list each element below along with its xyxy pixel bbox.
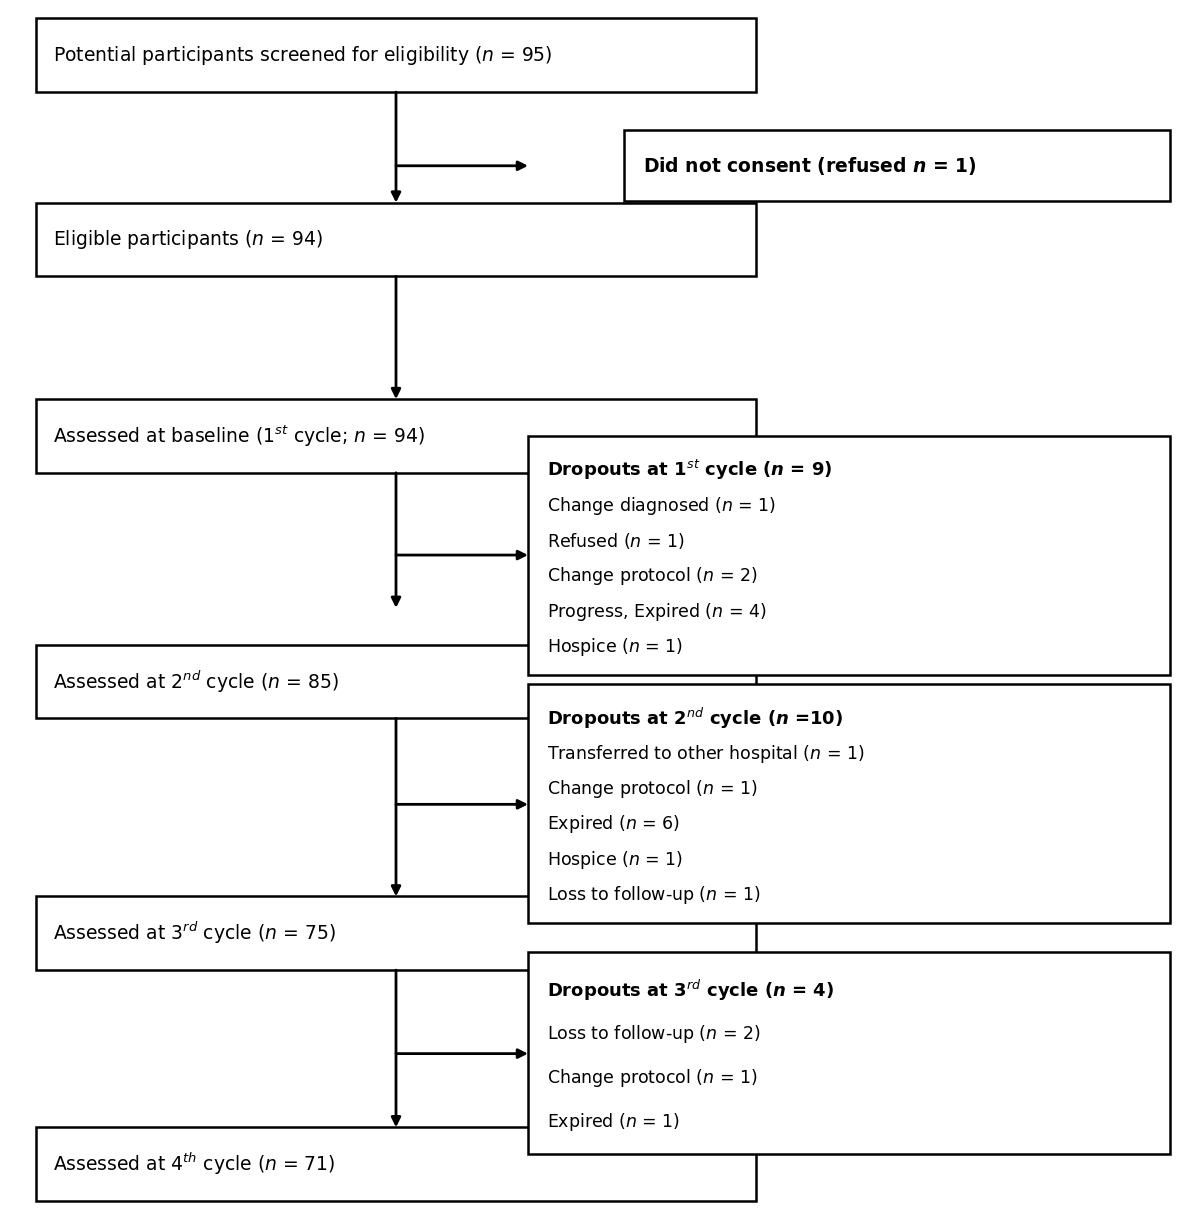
FancyBboxPatch shape: [36, 203, 756, 276]
Text: Hospice ($n$ = 1): Hospice ($n$ = 1): [547, 636, 683, 658]
Text: Change diagnosed ($n$ = 1): Change diagnosed ($n$ = 1): [547, 495, 776, 517]
Text: Progress, Expired ($n$ = 4): Progress, Expired ($n$ = 4): [547, 600, 767, 623]
Text: Assessed at 4$^{th}$ cycle ($n$ = 71): Assessed at 4$^{th}$ cycle ($n$ = 71): [53, 1151, 335, 1178]
FancyBboxPatch shape: [36, 18, 756, 92]
Text: Hospice ($n$ = 1): Hospice ($n$ = 1): [547, 849, 683, 871]
Text: Assessed at baseline (1$^{st}$ cycle; $n$ = 94): Assessed at baseline (1$^{st}$ cycle; $n…: [53, 424, 425, 448]
FancyBboxPatch shape: [36, 896, 756, 970]
Text: Potential participants screened for eligibility ($n$ = 95): Potential participants screened for elig…: [53, 44, 552, 66]
Text: Expired ($n$ = 6): Expired ($n$ = 6): [547, 813, 680, 835]
FancyBboxPatch shape: [624, 130, 1170, 201]
FancyBboxPatch shape: [528, 952, 1170, 1154]
FancyBboxPatch shape: [36, 645, 756, 718]
Text: Assessed at 3$^{rd}$ cycle ($n$ = 75): Assessed at 3$^{rd}$ cycle ($n$ = 75): [53, 920, 336, 947]
Text: Loss to follow-up ($n$ = 1): Loss to follow-up ($n$ = 1): [547, 884, 761, 906]
Text: Dropouts at 2$^{nd}$ cycle ($\boldsymbol{n}$ =10): Dropouts at 2$^{nd}$ cycle ($\boldsymbol…: [547, 706, 844, 731]
FancyBboxPatch shape: [36, 1127, 756, 1201]
Text: Transferred to other hospital ($n$ = 1): Transferred to other hospital ($n$ = 1): [547, 743, 865, 765]
Text: Dropouts at 3$^{rd}$ cycle ($\boldsymbol{n}$ = 4): Dropouts at 3$^{rd}$ cycle ($\boldsymbol…: [547, 977, 834, 1003]
Text: Did not consent (refused $\boldsymbol{n}$ = 1): Did not consent (refused $\boldsymbol{n}…: [643, 155, 977, 177]
Text: Eligible participants ($n$ = 94): Eligible participants ($n$ = 94): [53, 228, 323, 251]
FancyBboxPatch shape: [528, 436, 1170, 675]
Text: Change protocol ($n$ = 1): Change protocol ($n$ = 1): [547, 1067, 757, 1089]
Text: Change protocol ($n$ = 1): Change protocol ($n$ = 1): [547, 779, 757, 799]
Text: Dropouts at 1$^{st}$ cycle ($\boldsymbol{n}$ = 9): Dropouts at 1$^{st}$ cycle ($\boldsymbol…: [547, 458, 833, 483]
FancyBboxPatch shape: [36, 399, 756, 473]
Text: Loss to follow-up ($n$ = 2): Loss to follow-up ($n$ = 2): [547, 1023, 761, 1045]
Text: Change protocol ($n$ = 2): Change protocol ($n$ = 2): [547, 565, 757, 587]
Text: Refused ($n$ = 1): Refused ($n$ = 1): [547, 530, 685, 551]
Text: Expired ($n$ = 1): Expired ($n$ = 1): [547, 1111, 680, 1133]
Text: Assessed at 2$^{nd}$ cycle ($n$ = 85): Assessed at 2$^{nd}$ cycle ($n$ = 85): [53, 668, 338, 695]
FancyBboxPatch shape: [528, 684, 1170, 923]
